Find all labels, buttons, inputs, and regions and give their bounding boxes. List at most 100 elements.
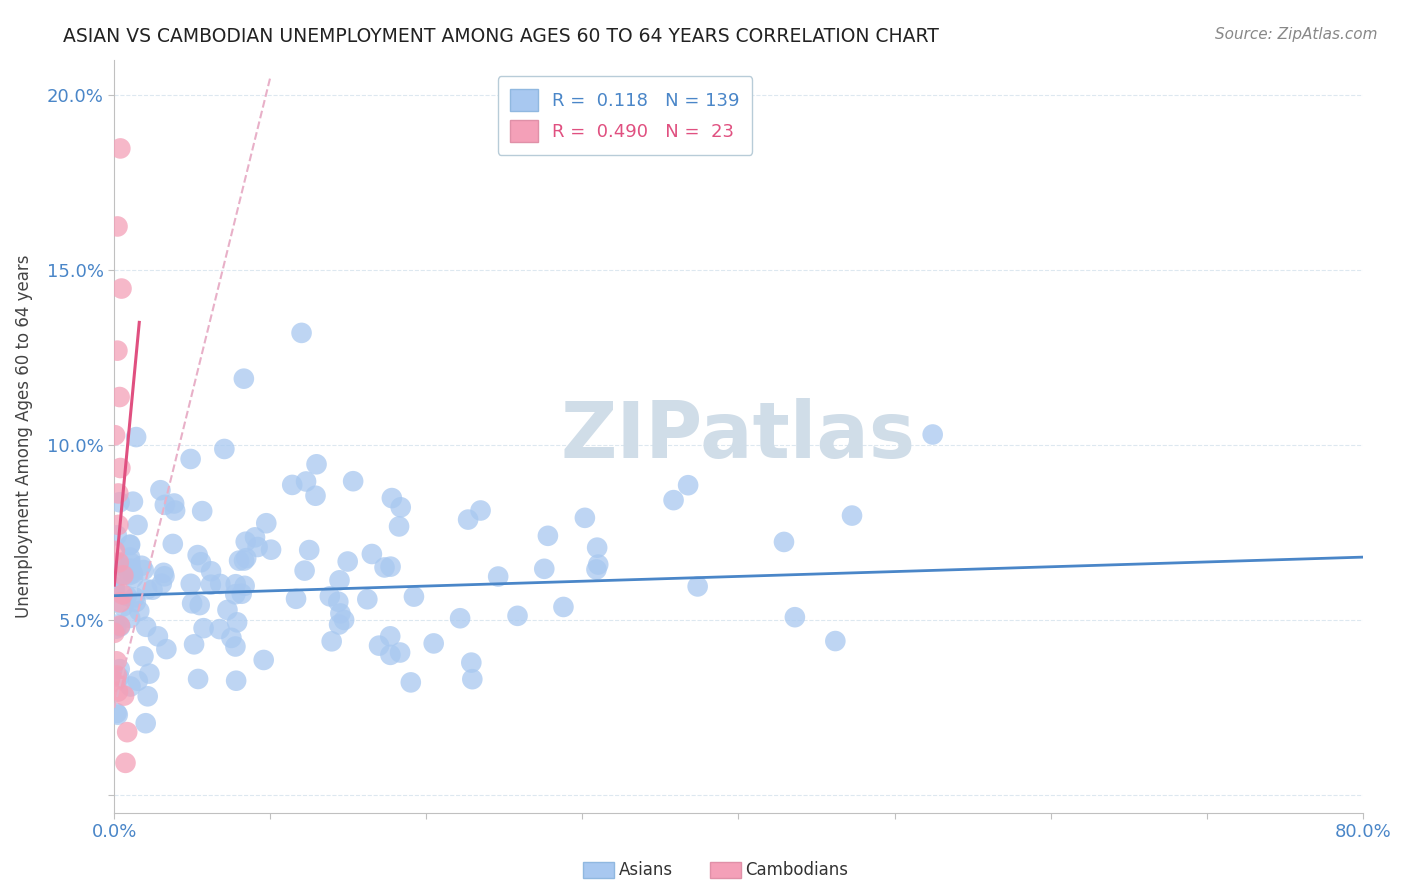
Point (233, 553, 256, 567)
Point (152, 566, 174, 580)
Point (141, 582, 163, 597)
Point (224, 640, 246, 654)
Point (399, 675, 422, 690)
Point (304, 489, 326, 503)
Point (112, 568, 135, 582)
Point (110, 461, 132, 475)
Point (224, 587, 246, 601)
Point (226, 615, 249, 630)
Point (150, 576, 173, 591)
Point (253, 653, 276, 667)
Point (105, 668, 128, 682)
Point (138, 666, 160, 681)
Point (155, 642, 177, 657)
Point (380, 559, 402, 574)
Point (162, 537, 184, 551)
Point (389, 646, 412, 660)
Point (449, 611, 471, 625)
Point (104, 428, 127, 442)
Point (200, 577, 222, 591)
Point (586, 558, 609, 572)
Point (108, 390, 131, 404)
Point (107, 684, 129, 698)
Point (112, 599, 135, 614)
Point (136, 690, 159, 704)
Point (128, 604, 150, 618)
Point (235, 551, 257, 566)
Point (110, 281, 132, 295)
Point (120, 562, 142, 576)
Point (553, 599, 575, 614)
Point (841, 508, 863, 523)
Point (124, 591, 146, 605)
Point (122, 566, 145, 581)
Point (153, 498, 176, 512)
Point (118, 568, 141, 582)
Point (260, 542, 283, 557)
Point (120, 537, 142, 551)
Point (686, 579, 709, 593)
Y-axis label: Unemployment Among Ages 60 to 64 years: Unemployment Among Ages 60 to 64 years (15, 254, 32, 618)
Point (108, 670, 131, 684)
Point (225, 577, 247, 591)
Point (193, 621, 215, 635)
Point (586, 541, 609, 555)
Point (125, 430, 148, 444)
Point (295, 475, 318, 489)
Point (188, 598, 211, 612)
Point (181, 596, 204, 610)
Point (460, 656, 482, 670)
Point (662, 493, 685, 508)
Point (105, 654, 128, 668)
Point (163, 496, 186, 510)
Point (537, 529, 560, 543)
Point (824, 634, 846, 648)
Point (470, 503, 492, 517)
Point (108, 568, 131, 582)
Point (342, 474, 364, 488)
Point (380, 648, 402, 662)
Point (221, 631, 243, 645)
Text: ZIPatlas: ZIPatlas (561, 398, 915, 475)
Point (107, 556, 129, 570)
Point (783, 610, 806, 624)
Point (402, 590, 425, 604)
Point (127, 518, 149, 533)
Point (486, 569, 509, 583)
Point (118, 538, 141, 552)
Point (231, 587, 253, 601)
Point (921, 427, 943, 442)
Point (115, 725, 138, 739)
Text: Source: ZipAtlas.com: Source: ZipAtlas.com (1215, 27, 1378, 42)
Point (254, 516, 277, 531)
Point (585, 562, 607, 576)
Point (461, 672, 484, 686)
Point (108, 495, 131, 509)
Point (107, 517, 129, 532)
Text: Asians: Asians (619, 861, 672, 879)
Point (208, 622, 231, 636)
Point (506, 608, 529, 623)
Point (533, 562, 555, 576)
Point (281, 478, 304, 492)
Point (136, 582, 159, 597)
Point (676, 478, 699, 492)
Text: Cambodians: Cambodians (745, 861, 848, 879)
Point (235, 534, 257, 549)
Point (122, 571, 145, 585)
Point (115, 589, 138, 603)
Point (321, 634, 343, 648)
Point (122, 494, 145, 508)
Point (104, 585, 127, 599)
Point (574, 511, 596, 525)
Point (187, 672, 209, 686)
Point (333, 613, 356, 627)
Point (368, 639, 391, 653)
Point (115, 562, 138, 576)
Point (422, 636, 444, 650)
Point (232, 372, 254, 386)
Point (149, 483, 172, 498)
Point (165, 503, 187, 517)
Point (305, 458, 328, 472)
Point (388, 519, 411, 533)
